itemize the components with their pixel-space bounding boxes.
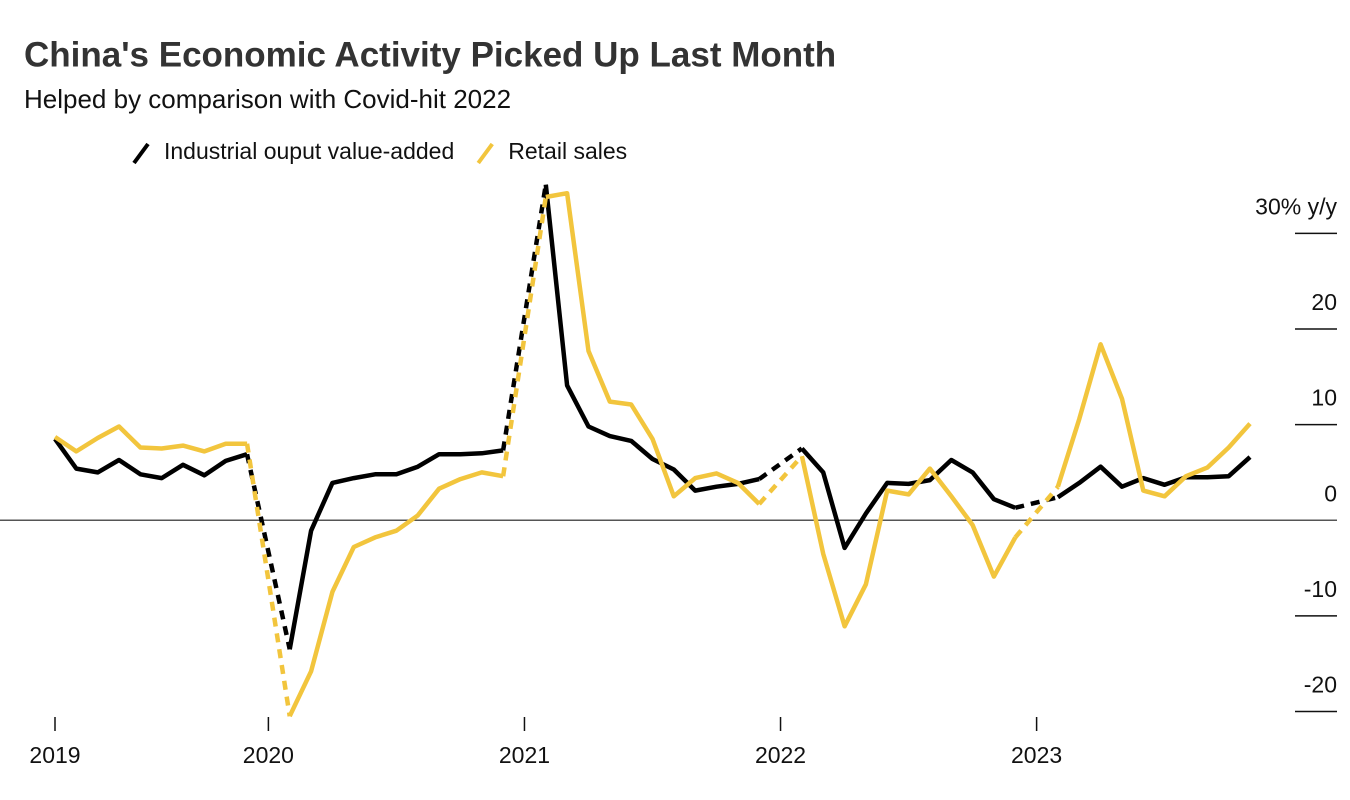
y-tick-label: 0	[1324, 480, 1337, 506]
plot-area	[53, 184, 1252, 718]
y-tick-label: 10	[1311, 385, 1337, 411]
legend-label: Retail sales	[508, 138, 627, 164]
x-tick-label: 2021	[499, 742, 550, 768]
x-tick-label: 2023	[1011, 742, 1062, 768]
gap-connector	[757, 446, 804, 481]
gap-connector	[244, 453, 292, 650]
gap-connector	[1013, 485, 1060, 539]
x-tick-label: 2019	[29, 742, 80, 768]
series-line	[53, 184, 1252, 650]
x-tick-label: 2022	[755, 742, 806, 768]
gap-connector	[500, 196, 549, 477]
chart-subtitle: Helped by comparison with Covid-hit 2022	[24, 84, 511, 114]
gap-connector	[500, 184, 549, 451]
y-tick-label: 30% y/y	[1255, 193, 1337, 219]
legend-swatch	[476, 142, 494, 165]
x-tick-label: 2020	[243, 742, 294, 768]
legend: Industrial ouput value-added Retail sales	[132, 138, 627, 165]
chart-title: China's Economic Activity Picked Up Last…	[24, 35, 836, 74]
legend-label: Industrial ouput value-added	[164, 138, 454, 164]
legend-swatch	[132, 142, 150, 165]
axes: -20 -10 0 10 20 30% y/y 2019 2020 2021 2022 2023	[0, 193, 1337, 768]
series-line	[53, 190, 1252, 718]
y-tick-label: -10	[1304, 576, 1337, 602]
gap-connector	[757, 454, 804, 506]
gap-connector	[1014, 495, 1059, 510]
y-tick-label: 20	[1311, 289, 1337, 315]
gap-connector	[244, 443, 292, 717]
y-tick-label: -20	[1304, 672, 1337, 698]
